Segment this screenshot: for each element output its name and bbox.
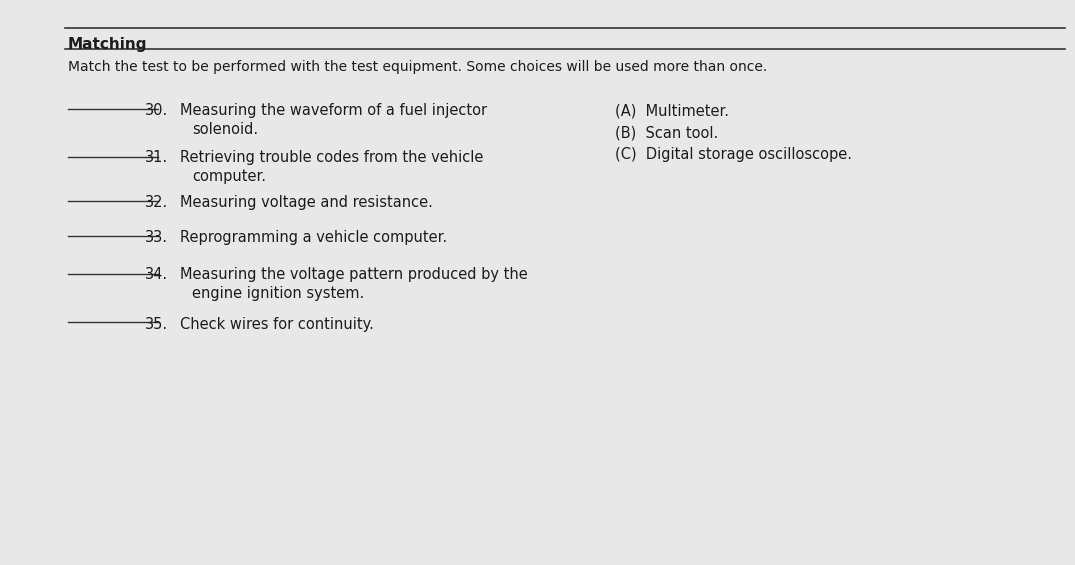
- Text: 34.: 34.: [145, 267, 168, 282]
- Text: (A)  Multimeter.: (A) Multimeter.: [615, 103, 729, 118]
- Text: Retrieving trouble codes from the vehicle: Retrieving trouble codes from the vehicl…: [180, 150, 484, 165]
- Text: solenoid.: solenoid.: [192, 122, 258, 137]
- Text: Measuring voltage and resistance.: Measuring voltage and resistance.: [180, 195, 433, 210]
- Text: (C)  Digital storage oscilloscope.: (C) Digital storage oscilloscope.: [615, 147, 852, 162]
- Text: Measuring the voltage pattern produced by the: Measuring the voltage pattern produced b…: [180, 267, 528, 282]
- Text: Match the test to be performed with the test equipment. Some choices will be use: Match the test to be performed with the …: [68, 60, 768, 74]
- Text: Reprogramming a vehicle computer.: Reprogramming a vehicle computer.: [180, 230, 447, 245]
- Text: Matching: Matching: [68, 37, 147, 52]
- Text: 35.: 35.: [145, 317, 168, 332]
- Text: Measuring the waveform of a fuel injector: Measuring the waveform of a fuel injecto…: [180, 103, 487, 118]
- Text: 33.: 33.: [145, 230, 168, 245]
- Text: (B)  Scan tool.: (B) Scan tool.: [615, 125, 718, 140]
- Text: Check wires for continuity.: Check wires for continuity.: [180, 317, 374, 332]
- Text: 31.: 31.: [145, 150, 168, 165]
- Text: 32.: 32.: [145, 195, 168, 210]
- Text: engine ignition system.: engine ignition system.: [192, 286, 364, 301]
- Text: computer.: computer.: [192, 169, 266, 184]
- Text: 30.: 30.: [145, 103, 168, 118]
